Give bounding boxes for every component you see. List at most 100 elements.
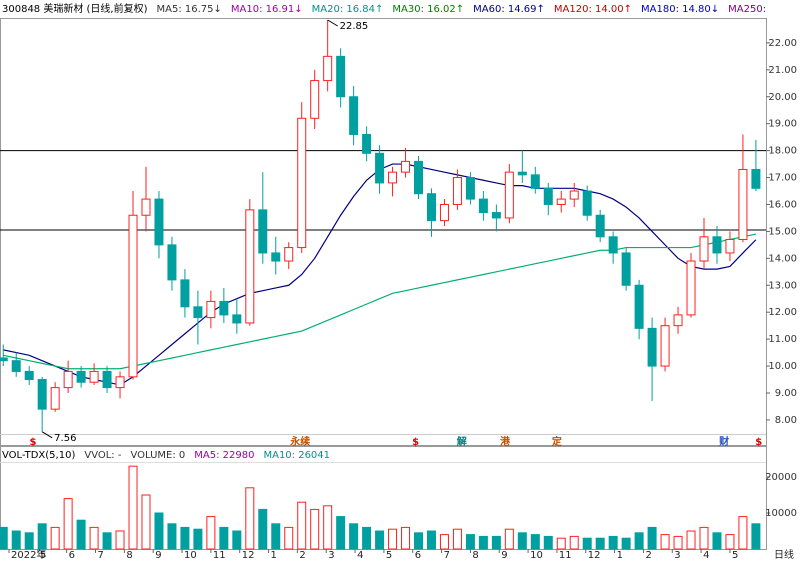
x-tick-label: 10	[184, 550, 197, 561]
y-tick-label: 16.00	[768, 199, 797, 210]
volume-indicator: MA10: 26041	[263, 450, 331, 461]
volume-bar	[608, 535, 618, 550]
candle-body	[24, 370, 34, 381]
candle-body	[621, 252, 631, 286]
annotation-label: 22.85	[340, 21, 369, 32]
event-marker: 永续	[289, 435, 310, 448]
candle-body	[582, 190, 592, 216]
candle-body	[699, 236, 709, 262]
event-marker: 定	[552, 435, 562, 448]
volume-bar	[271, 523, 281, 550]
candle-body	[556, 198, 566, 205]
candle-body	[401, 160, 411, 173]
x-tick-label: 6	[69, 550, 75, 561]
candle-body	[375, 152, 385, 184]
candle-body	[76, 370, 86, 383]
price-panel	[0, 18, 767, 446]
volume-indicator: VVOL: -	[84, 450, 122, 461]
volume-bar	[414, 532, 424, 550]
candle-body	[336, 55, 346, 98]
ma-indicator: MA20: 16.84↑	[311, 4, 384, 15]
candle-body	[414, 160, 424, 195]
candle-body	[634, 284, 644, 329]
y-tick-label: 8.00	[775, 415, 797, 426]
x-tick-label: 12	[588, 550, 601, 561]
volume-bar	[621, 537, 631, 550]
candle-body	[219, 300, 229, 316]
volume-bar	[491, 535, 501, 550]
volume-bar	[388, 528, 398, 550]
volume-bar	[634, 532, 644, 550]
volume-bar	[530, 534, 540, 550]
y-tick-label: 11.00	[768, 334, 797, 345]
volume-bar	[569, 535, 579, 550]
event-marker: 财	[718, 435, 729, 448]
volume-bar	[89, 526, 99, 550]
x-tick-label: 1	[617, 550, 623, 561]
x-tick-label: 3	[674, 550, 680, 561]
volume-bar	[517, 532, 527, 550]
candle-body	[426, 193, 436, 222]
candle-body	[11, 360, 21, 372]
volume-bar	[582, 537, 592, 550]
volume-bar	[284, 526, 294, 550]
candle-body	[738, 168, 748, 240]
volume-indicator: MA5: 22980	[194, 450, 255, 461]
x-tick-label: 12	[242, 550, 255, 561]
x-tick-label: 4	[357, 550, 363, 561]
ma-indicator: MA120: 14.00↑	[553, 4, 633, 15]
volume-bar	[50, 526, 60, 550]
ma-indicator: MA30: 16.02↑	[392, 4, 465, 15]
x-tick-label: 5	[40, 550, 46, 561]
candle-body	[102, 370, 112, 389]
event-marker: $	[29, 437, 36, 448]
y-tick-label: 20.00	[768, 92, 797, 103]
volume-bar	[452, 528, 462, 550]
volume-bar	[245, 487, 255, 550]
x-tick-label: 7	[98, 550, 104, 561]
volume-bar	[660, 534, 670, 550]
volume-bar	[206, 516, 216, 550]
ma-indicator: MA5: 16.75↓	[156, 4, 222, 15]
annotation-label: 7.56	[54, 433, 76, 444]
volume-bar	[76, 519, 86, 550]
candle-body	[258, 209, 268, 254]
candle-body	[465, 177, 475, 200]
x-tick-label: 7	[444, 550, 450, 561]
event-marker: $	[412, 437, 419, 448]
y-tick-label: 12.00	[768, 307, 797, 318]
volume-bar	[556, 537, 566, 550]
candle-body	[388, 171, 398, 184]
y-tick-label: 17.00	[768, 173, 797, 184]
event-marker: 解	[457, 435, 467, 448]
candle-body	[115, 376, 125, 389]
volume-indicator: VOLUME: 0	[130, 450, 186, 461]
volume-bar	[24, 532, 34, 550]
candle-body	[141, 198, 151, 216]
y-tick-label: 22.00	[768, 38, 797, 49]
x-tick-label: 2	[299, 550, 305, 561]
candle-body	[439, 203, 449, 222]
candle-body	[478, 198, 488, 214]
ma-indicator: MA180: 14.80↓	[641, 4, 720, 15]
candle-body	[297, 117, 307, 249]
candle-body	[193, 306, 203, 319]
volume-header: VOL-TDX(5,10) VVOL: - VOLUME: 0 MA5: 22980…	[2, 448, 768, 464]
volume-bar	[712, 532, 722, 550]
volume-bar	[258, 508, 268, 550]
volume-bar	[63, 498, 73, 550]
volume-bar	[673, 535, 683, 550]
volume-bar	[738, 516, 748, 550]
volume-bar	[141, 494, 151, 550]
y-tick-label: 18.00	[768, 146, 797, 157]
volume-bar	[362, 526, 372, 550]
volume-bar	[336, 516, 346, 550]
candle-body	[725, 238, 735, 254]
candle-body	[686, 260, 696, 316]
candle-body	[63, 370, 73, 389]
volume-bar	[167, 523, 177, 550]
y-tick-label: 21.00	[768, 65, 797, 76]
volume-bar	[232, 530, 242, 550]
volume-bar	[686, 530, 696, 550]
candle-body	[154, 198, 164, 246]
